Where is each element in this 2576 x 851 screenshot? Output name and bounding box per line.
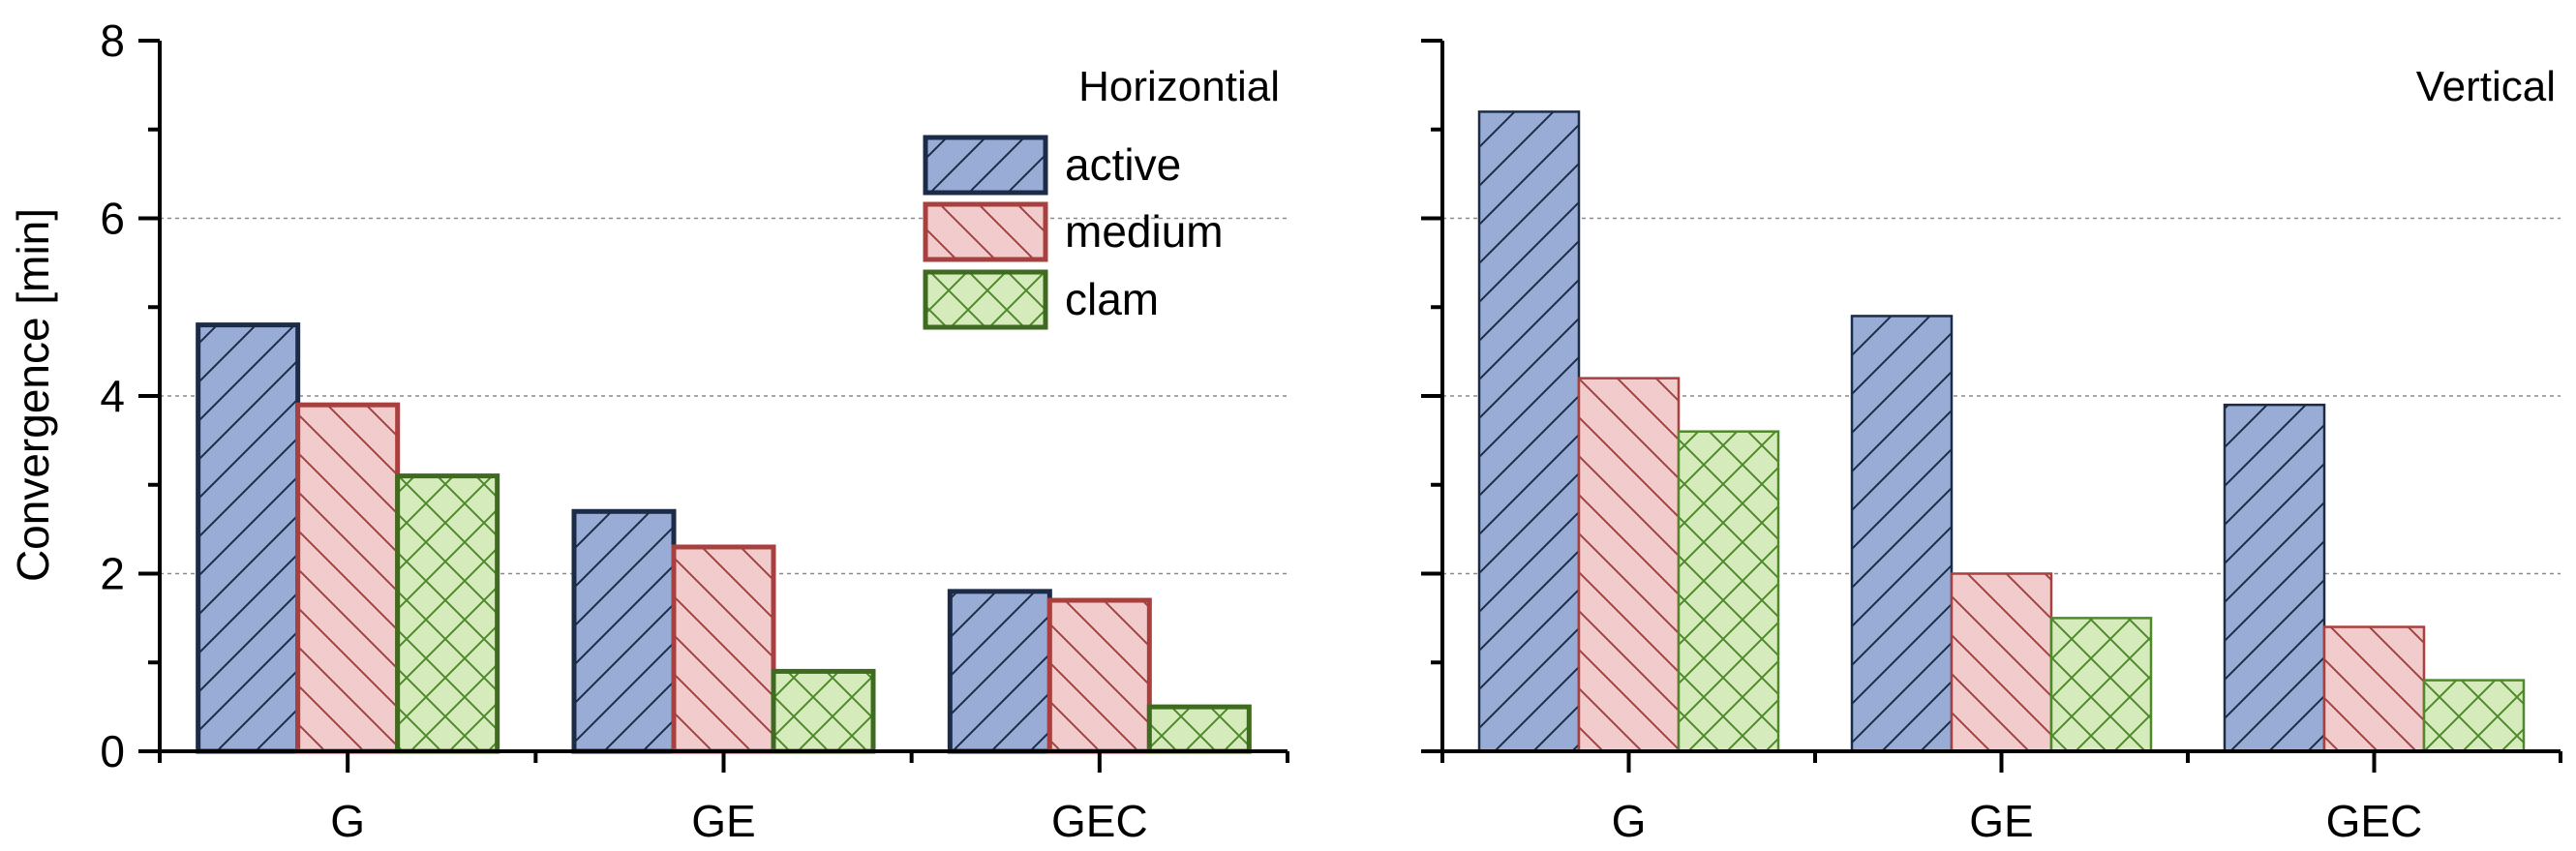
bar-gec-medium [1046, 597, 1152, 754]
bar-g-clam [395, 473, 500, 754]
legend-label-clam: clam [1065, 274, 1159, 324]
bar-gec-clam [1146, 704, 1252, 754]
bar-ge-active [571, 508, 677, 754]
y-tick-label: 8 [100, 15, 125, 66]
bar-g-medium [1577, 377, 1681, 753]
legend-item-clam: clam [923, 269, 1159, 330]
y-tick-label: 2 [100, 549, 125, 599]
bar-gec-active [947, 589, 1052, 754]
x-tick-label: G [330, 796, 365, 846]
y-axis-label: Convergence [min] [8, 208, 58, 582]
bar-ge-medium [1950, 572, 2053, 753]
legend-swatch-clam [923, 269, 1048, 330]
bar-gec-active [2223, 403, 2326, 753]
y-tick-label: 0 [100, 726, 125, 776]
x-tick-label: GE [691, 796, 755, 846]
right-panel: G GE GEC Vertical [1421, 39, 2562, 846]
legend-label-medium: medium [1065, 206, 1224, 257]
bar-g-active [1477, 110, 1581, 753]
bar-ge-active [1850, 315, 1954, 753]
y-tick-label: 6 [100, 194, 125, 244]
bar-g-active [196, 322, 301, 754]
x-tick-label: GEC [2326, 796, 2423, 846]
legend-item-medium: medium [923, 201, 1224, 262]
bar-gec-medium [2322, 625, 2426, 753]
panel-title-vertical: Vertical [2416, 63, 2556, 110]
legend-item-active: active [923, 135, 1181, 196]
bar-ge-clam [2049, 617, 2153, 753]
bar-g-clam [1677, 430, 1780, 753]
bar-gec-clam [2422, 679, 2526, 753]
legend: active medium clam [923, 135, 1224, 330]
left-panel: G GE GEC 0 2 4 6 8 Horizontial active medium cl… [100, 15, 1289, 846]
x-tick-label: GEC [1051, 796, 1148, 846]
x-tick-label: GE [1969, 796, 2033, 846]
legend-label-active: active [1065, 139, 1181, 190]
legend-swatch-medium [923, 201, 1048, 262]
x-tick-label: G [1612, 796, 1647, 846]
bar-g-medium [295, 402, 401, 754]
bar-ge-medium [671, 544, 776, 754]
legend-swatch-active [923, 135, 1048, 196]
panel-title-horizontal: Horizontial [1078, 63, 1280, 110]
y-tick-label: 4 [100, 371, 125, 421]
bar-ge-clam [771, 668, 876, 754]
